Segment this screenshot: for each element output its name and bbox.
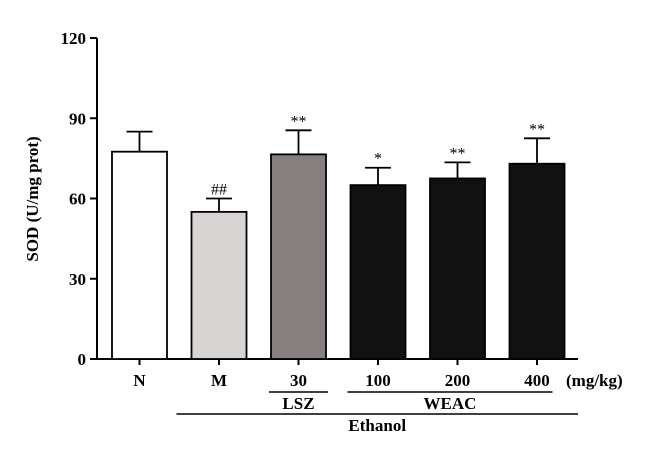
group-label-ethanol: Ethanol	[348, 416, 406, 435]
significance-mark: **	[450, 145, 466, 162]
y-tick-label: 120	[61, 29, 87, 48]
unit-label: (mg/kg)	[566, 371, 623, 390]
significance-mark: **	[291, 113, 307, 130]
bar-400	[508, 162, 566, 360]
x-tick-label: 400	[524, 371, 550, 390]
y-tick-label: 30	[69, 270, 86, 289]
x-tick-label: 100	[365, 371, 391, 390]
y-tick-label: 60	[69, 190, 86, 209]
labels: N ## M ** 30 * 100 ** 200 ** 400 LSZ WEAC Ethanol	[133, 113, 578, 435]
bar-30	[270, 153, 327, 360]
bar-M	[190, 210, 248, 360]
axes: 0 30 60 90 120	[61, 29, 578, 369]
group-label-weac: WEAC	[424, 394, 477, 413]
x-tick-label: 200	[445, 371, 471, 390]
x-tick-label: N	[133, 371, 146, 390]
y-tick-label: 0	[78, 350, 87, 369]
bar-N	[111, 150, 168, 360]
significance-mark: ##	[211, 182, 227, 199]
significance-mark: **	[529, 121, 545, 138]
bar-100	[349, 184, 407, 360]
x-tick-label: 30	[290, 371, 307, 390]
group-label-lsz: LSZ	[282, 394, 314, 413]
y-tick-label: 90	[69, 109, 86, 128]
y-axis-label: SOD (U/mg prot)	[23, 136, 42, 261]
significance-mark: *	[374, 151, 382, 168]
bars	[111, 129, 566, 360]
bar-200	[429, 177, 486, 360]
x-tick-label: M	[211, 371, 227, 390]
